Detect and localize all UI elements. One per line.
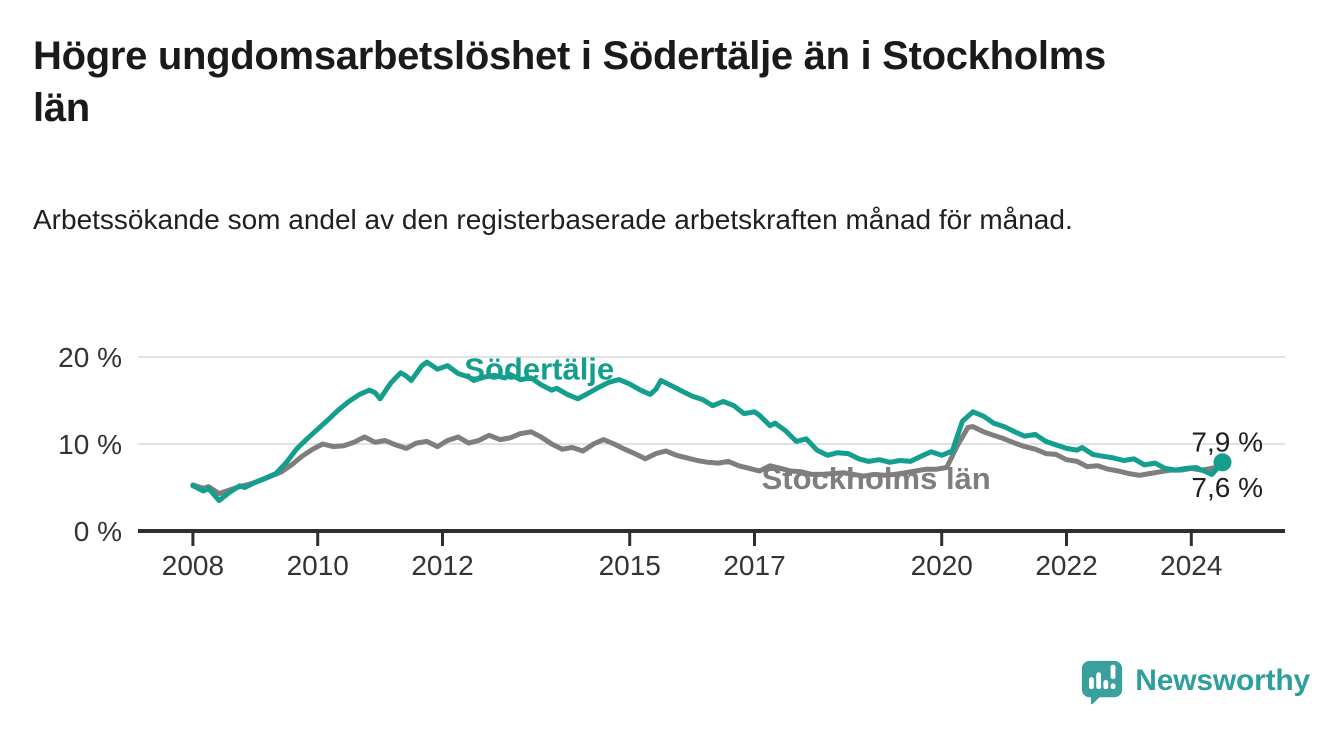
end-value-label-stockholms-lan: 7,6 % — [1191, 472, 1263, 503]
y-axis-label-20: 20 % — [58, 342, 122, 373]
speech-bubble-shape — [1082, 660, 1123, 704]
x-axis-label-2015: 2015 — [599, 550, 661, 581]
newsworthy-wordmark: Newsworthy — [1135, 664, 1310, 697]
x-axis-label-2012: 2012 — [411, 550, 473, 581]
page-subtitle: Arbetssökande som andel av den registerb… — [33, 204, 1073, 235]
bar-1 — [1089, 677, 1095, 690]
bar-2 — [1096, 672, 1102, 690]
page-title: Högre ungdomsarbetslöshet i Södertälje ä… — [33, 34, 1106, 130]
x-axis-label-2017: 2017 — [723, 550, 785, 581]
series-end-dot-sodertalje — [1213, 453, 1232, 472]
newsworthy-logo-icon — [1082, 660, 1123, 704]
bar-3 — [1103, 680, 1109, 690]
exclamation-stem — [1110, 664, 1116, 680]
x-axis-label-2008: 2008 — [162, 550, 224, 581]
series-label-stockholms-lan: Stockholms län — [762, 461, 991, 496]
y-axis-label-10: 10 % — [58, 429, 122, 460]
end-value-label-sodertalje: 7,9 % — [1191, 426, 1263, 457]
exclamation-dot — [1110, 683, 1116, 690]
y-axis-label-0: 0 % — [74, 516, 122, 547]
series-line-stockholms-lan — [190, 424, 1225, 497]
newsworthy-branding: Newsworthy — [1079, 658, 1310, 704]
x-axis-label-2024: 2024 — [1160, 550, 1222, 581]
series-label-sodertalje: Södertälje — [464, 351, 614, 386]
x-axis-label-2010: 2010 — [287, 550, 349, 581]
x-axis-label-2020: 2020 — [911, 550, 973, 581]
series-line-sodertalje — [190, 359, 1225, 504]
x-axis-label-2022: 2022 — [1035, 550, 1097, 581]
